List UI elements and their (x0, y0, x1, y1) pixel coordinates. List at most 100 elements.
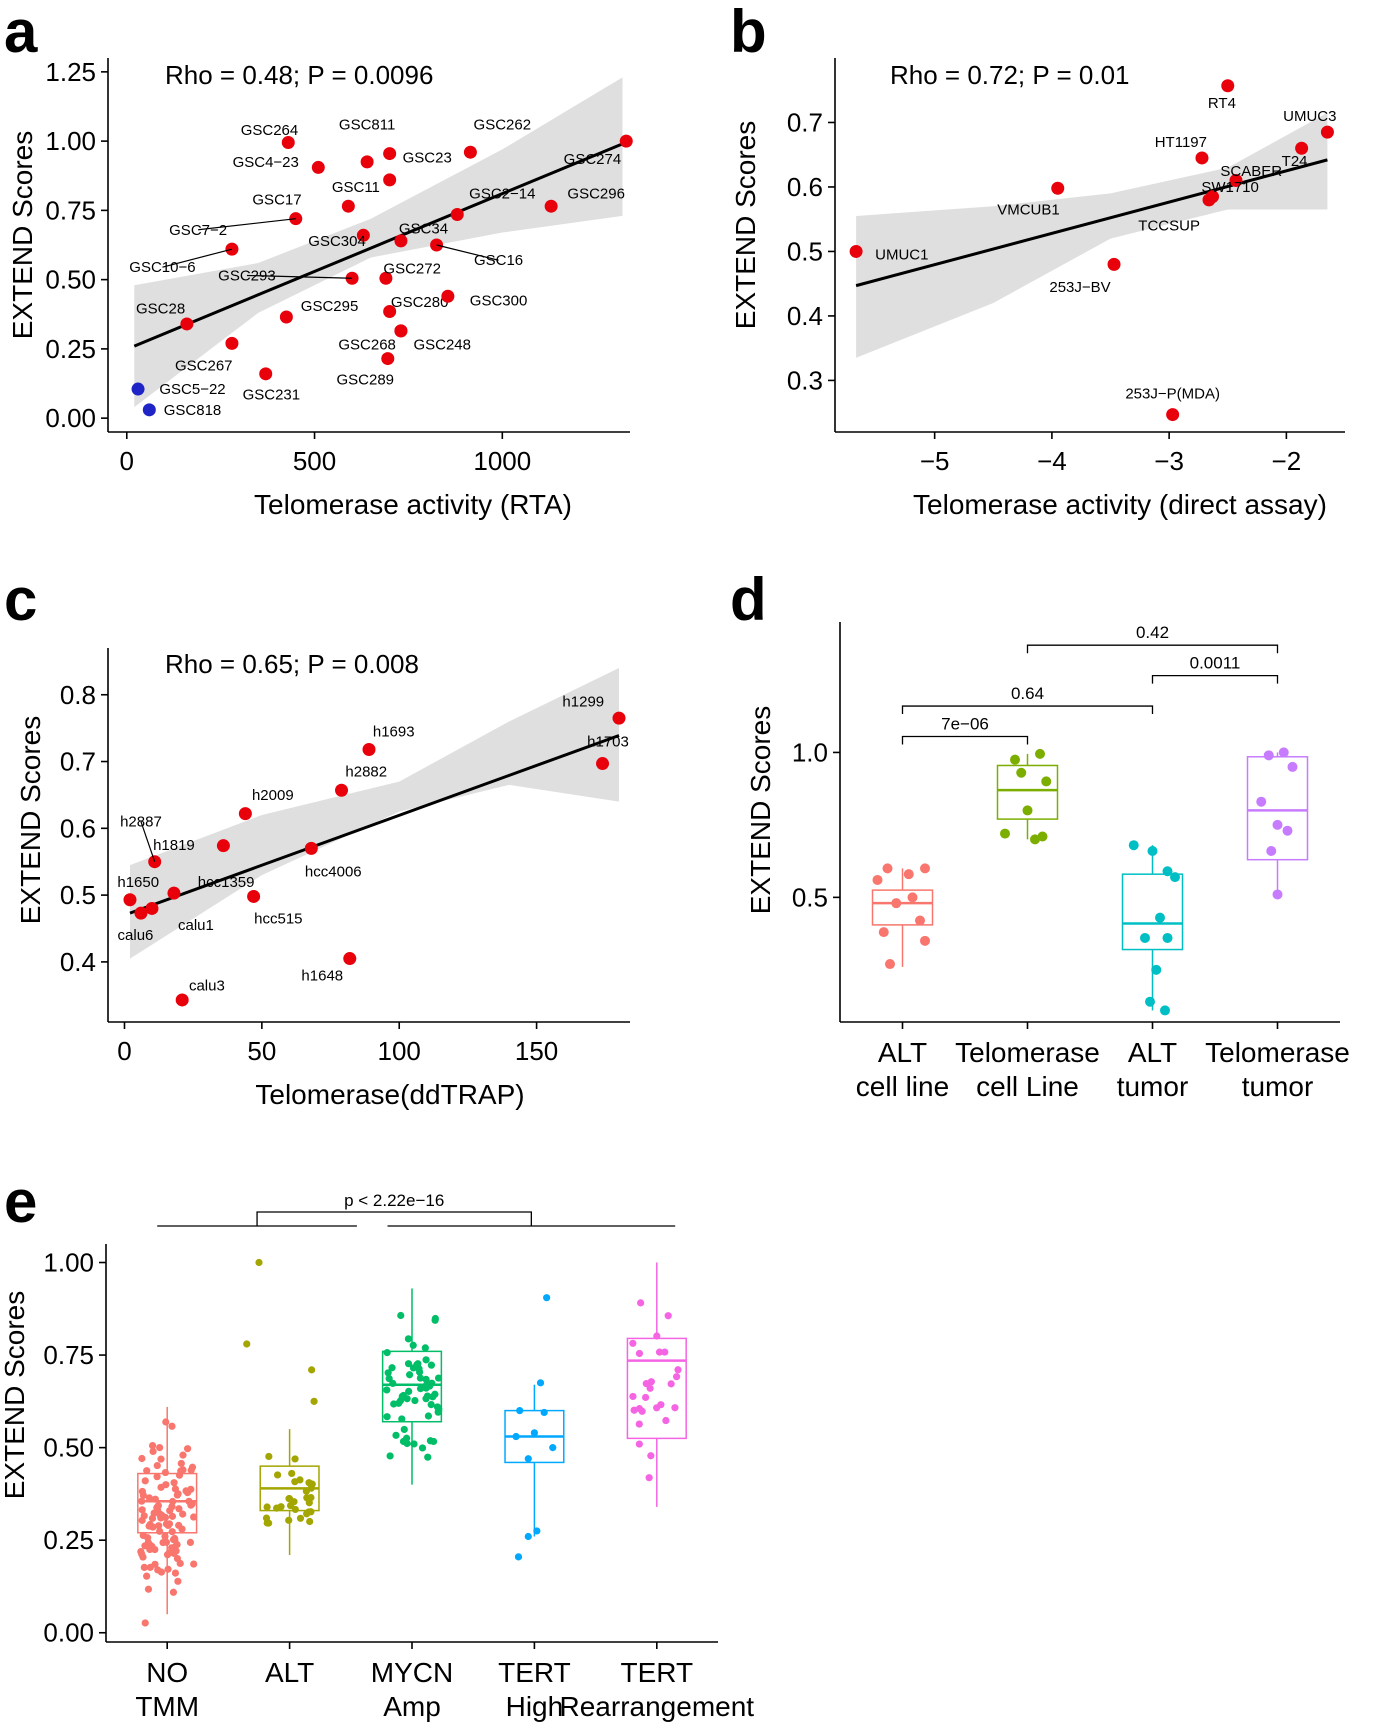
x-category-label: Rearrangement (560, 1691, 755, 1722)
data-point (153, 1461, 161, 1470)
data-point (139, 1531, 147, 1540)
data-point (399, 1437, 408, 1446)
ylabel-c: EXTEND Scores (15, 716, 46, 925)
data-label: h1650 (117, 874, 159, 891)
data-label: h2882 (345, 764, 387, 781)
data-point (310, 1397, 318, 1405)
ylabel-b: EXTEND Scores (730, 121, 761, 330)
data-label: GSC10−6 (129, 259, 195, 276)
data-point (1272, 819, 1283, 830)
x-tick-label: 0 (117, 1036, 131, 1066)
y-tick-label: 0.5 (792, 882, 828, 912)
data-point (263, 1503, 271, 1511)
data-label: HT1197 (1155, 134, 1207, 151)
data-point (179, 1510, 187, 1518)
data-point (388, 1364, 396, 1372)
y-tick-label: 0.7 (60, 747, 96, 777)
data-point (1037, 831, 1048, 842)
data-label: GSC2−14 (469, 186, 535, 203)
y-tick-label: 0.8 (60, 680, 96, 710)
data-point (296, 1514, 305, 1522)
y-tick-label: 0.00 (43, 1618, 94, 1648)
data-label: hcc1359 (198, 874, 255, 891)
regression-line (129, 734, 620, 915)
box-group (1121, 840, 1184, 1016)
data-point (138, 1454, 146, 1463)
y-tick-label: 0.50 (45, 265, 96, 295)
data-point (167, 886, 181, 900)
data-point (540, 1408, 548, 1417)
data-point (341, 199, 355, 213)
iqr-box (1246, 756, 1309, 861)
data-point (642, 1393, 650, 1402)
data-label: GSC268 (338, 337, 396, 354)
data-point (308, 1480, 316, 1488)
data-point (422, 1356, 430, 1364)
data-label: GSC7−2 (169, 222, 227, 239)
data-point (159, 1538, 167, 1547)
data-point (171, 1534, 179, 1543)
data-point (1221, 79, 1235, 93)
data-point (291, 1455, 299, 1463)
panel-letter-c: c (4, 566, 37, 633)
data-label: GSC28 (136, 301, 185, 318)
data-point (308, 1366, 316, 1374)
data-point (421, 1344, 429, 1352)
x-category-label: NO (146, 1657, 188, 1688)
data-label: GSC248 (413, 337, 471, 354)
data-point (1272, 889, 1283, 900)
data-point (411, 1396, 419, 1405)
comparison-p-value: 0.0011 (1190, 654, 1241, 673)
panel-b: b Rho = 0.72; P = 0.01 Telomerase activi… (730, 0, 1345, 520)
data-label: h1819 (153, 837, 195, 854)
data-point (171, 1569, 180, 1577)
data-point (426, 1437, 435, 1445)
data-point (145, 901, 159, 915)
data-label: TCCSUP (1138, 218, 1200, 235)
box-group (504, 1294, 565, 1561)
data-point (386, 1452, 394, 1460)
data-label: GSC267 (175, 358, 233, 375)
data-point (524, 1455, 532, 1463)
overall-bracket (256, 1211, 532, 1226)
data-point (1030, 834, 1040, 845)
y-tick-label: 0.6 (60, 813, 96, 843)
data-point (362, 743, 376, 757)
data-point (878, 927, 889, 938)
x-category-label: High (506, 1691, 564, 1722)
stat-b: Rho = 0.72; P = 0.01 (890, 60, 1129, 90)
data-point (920, 935, 930, 946)
label-leader (436, 244, 499, 261)
data-point (265, 1452, 273, 1461)
data-point (146, 1520, 154, 1529)
data-point (184, 1488, 192, 1496)
data-point (915, 915, 925, 926)
data-point (671, 1404, 679, 1412)
data-point (413, 1361, 421, 1369)
panel-letter-d: d (730, 566, 767, 633)
data-label: GSC5−22 (159, 381, 225, 398)
data-point (514, 1553, 523, 1561)
data-point (360, 155, 374, 169)
iqr-box (996, 764, 1059, 820)
data-point (138, 1506, 146, 1514)
data-point (661, 1348, 669, 1356)
data-label: GSC11 (332, 179, 380, 196)
data-label: calu6 (118, 927, 154, 944)
data-label: UMUC3 (1283, 108, 1336, 125)
data-point (416, 1374, 425, 1382)
data-point (1140, 932, 1150, 943)
x-category-label: tumor (1242, 1071, 1314, 1102)
data-point (306, 1517, 314, 1526)
data-point (141, 1477, 149, 1485)
data-point (544, 199, 558, 213)
panel-a: a Rho = 0.48; P = 0.0096 Telomerase acti… (4, 0, 633, 520)
data-point (1051, 181, 1065, 195)
data-point (176, 1559, 184, 1568)
label-leader (140, 821, 156, 862)
data-point (383, 1386, 391, 1394)
data-point (1147, 845, 1158, 856)
data-point (305, 1508, 313, 1516)
data-label: calu1 (178, 917, 214, 934)
